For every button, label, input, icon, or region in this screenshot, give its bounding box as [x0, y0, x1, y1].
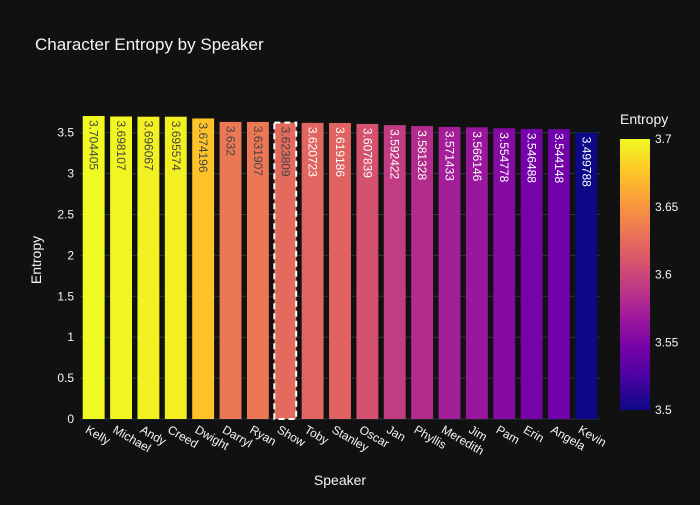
bar [246, 121, 269, 419]
y-tick-label: 3.5 [57, 126, 74, 140]
colorbar-tick-labels: 3.5 3.55 3.6 3.65 3.7 [655, 132, 679, 417]
value-label: 3.592422 [388, 129, 402, 179]
bar [192, 118, 215, 420]
x-axis-title: Speaker [314, 472, 366, 488]
x-tick-label: Creed [165, 422, 200, 450]
colorbar-tick-label: 3.6 [655, 268, 672, 282]
y-tick-label: 0.5 [57, 371, 74, 385]
bar [575, 132, 598, 420]
x-tick-label: Show [275, 422, 308, 449]
bar [383, 125, 406, 420]
x-tick-label: Ryan [247, 422, 278, 448]
bar [82, 115, 105, 420]
value-label: 3.554778 [497, 132, 511, 182]
value-label: 3.696067 [141, 121, 155, 171]
value-label: 3.499788 [579, 137, 593, 187]
colorbar-tick-label: 3.5 [655, 403, 672, 417]
bar [219, 121, 242, 419]
y-tick-label: 2.5 [57, 208, 74, 222]
colorbar-title: Entropy [620, 111, 668, 127]
bar [548, 129, 570, 419]
value-label: 3.631907 [251, 126, 265, 176]
value-label: 3.619186 [333, 127, 347, 177]
bar [493, 128, 516, 419]
value-label: 3.571433 [442, 131, 456, 181]
x-tick-label: Toby [302, 422, 331, 447]
x-tick-labels: KellyMichaelAndyCreedDwightDarrylRyanSho… [83, 422, 609, 457]
colorbar-tick-label: 3.65 [655, 200, 679, 214]
bar [329, 122, 351, 420]
x-tick-label: Erin [521, 422, 546, 445]
y-tick-label: 2 [67, 248, 74, 262]
value-label: 3.698107 [114, 121, 128, 171]
colorbar-gradient [620, 139, 650, 410]
value-label: 3.704405 [87, 120, 101, 170]
bar [164, 116, 187, 419]
y-tick-label: 3 [67, 167, 74, 181]
bar [273, 121, 298, 420]
chart-title: Character Entropy by Speaker [35, 35, 264, 54]
bar [411, 126, 434, 420]
bar [137, 116, 160, 420]
value-label: 3.607839 [360, 128, 374, 178]
value-label: 3.623809 [278, 127, 292, 177]
colorbar: Entropy 3.5 3.55 3.6 3.65 3.7 [620, 111, 679, 417]
y-tick-label: 1 [67, 330, 74, 344]
value-label: 3.581328 [415, 130, 429, 180]
y-axis-title: Entropy [28, 236, 44, 284]
value-label: 3.544148 [552, 133, 566, 183]
bar [301, 122, 324, 419]
value-label: 3.620723 [306, 127, 320, 177]
bars [82, 115, 598, 420]
x-tick-label: Pam [494, 422, 522, 446]
y-tick-labels: 0 0.5 1 1.5 2 2.5 3 3.5 [57, 126, 74, 426]
bar [356, 123, 379, 420]
bar [110, 116, 132, 419]
value-label: 3.566146 [470, 131, 484, 181]
bar [465, 127, 488, 419]
value-labels: 3.704405 3.698107 3.696067 3.695574 3.674196… [87, 120, 594, 187]
bar [520, 128, 543, 419]
y-tick-label: 0 [67, 412, 74, 426]
value-label: 3.674196 [196, 122, 210, 172]
colorbar-tick-label: 3.55 [655, 335, 679, 349]
value-label: 3.695574 [169, 121, 183, 171]
value-label: 3.632 [224, 126, 238, 156]
y-tick-label: 1.5 [57, 289, 74, 303]
colorbar-tick-label: 3.7 [655, 132, 672, 146]
x-tick-label: Kelly [83, 422, 113, 447]
bar [438, 126, 461, 420]
value-label: 3.546488 [525, 133, 539, 183]
